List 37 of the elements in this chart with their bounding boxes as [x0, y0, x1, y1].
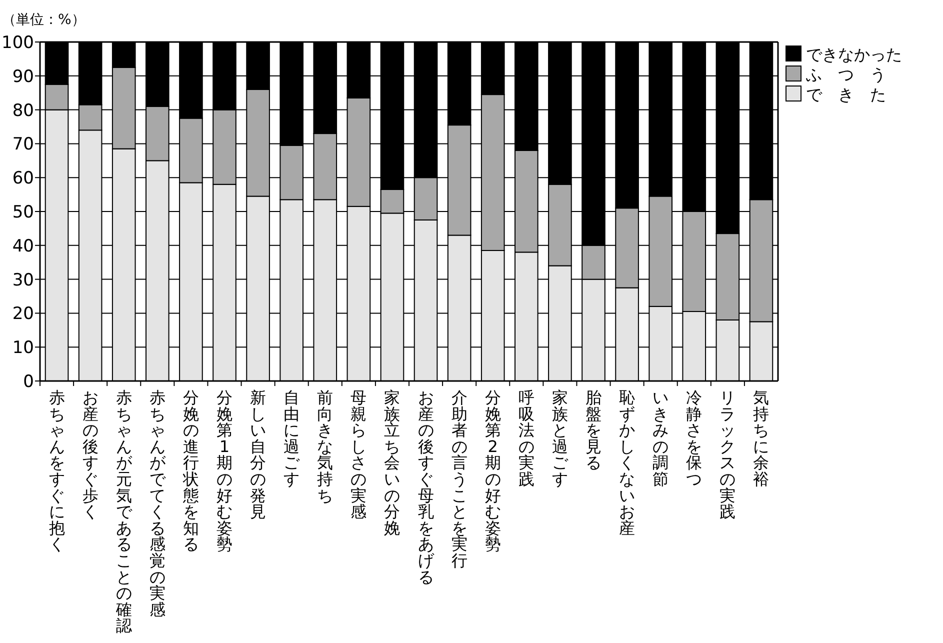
- category-label: 恥ずかしくないお産: [619, 388, 636, 538]
- legend-label: ふ つ う: [805, 65, 886, 84]
- x-tick-label: 新しい自分の発見: [250, 388, 266, 522]
- x-tick-label: お産の後すぐ歩く: [82, 388, 98, 522]
- x-tick-label: 母親らしさの実感: [350, 388, 367, 522]
- y-tick-label: 80: [12, 100, 34, 121]
- y-tick-label: 50: [12, 202, 34, 222]
- category-label: 分娩第1期の好む姿勢: [216, 388, 232, 554]
- x-tick-label: 気持ちに余裕: [753, 388, 770, 488]
- category-label: 赤ちゃんをすぐに抱く: [48, 388, 65, 554]
- y-tick-label: 0: [23, 372, 34, 392]
- x-tick-label: いきみの調節: [652, 388, 669, 488]
- y-axis-title: （単位：%）: [2, 12, 86, 28]
- y-tick-label: 90: [12, 66, 34, 87]
- category-label: 赤ちゃんがでてくる感覚の実感: [149, 388, 166, 619]
- x-tick-label: 家族と過ごす: [552, 388, 569, 488]
- legend-label: できなかった: [806, 45, 902, 64]
- category-label: 分娩第2期の好む姿勢: [484, 388, 501, 554]
- y-tick-label: 20: [12, 304, 34, 324]
- category-label: 家族立ち会いの分娩: [384, 388, 400, 538]
- y-tick-label: 70: [12, 134, 34, 155]
- y-tick-label: 40: [12, 236, 34, 256]
- y-tick-label: 10: [12, 338, 34, 358]
- y-tick-label: 100: [2, 33, 34, 53]
- x-tick-label: 前向きな気持ち: [317, 388, 334, 505]
- category-label: 介助者の言うことを実行: [451, 388, 468, 570]
- y-tick-label: 60: [12, 168, 34, 189]
- x-tick-label: 胎盤を見る: [586, 388, 602, 472]
- x-tick-label: 冷静さを保つ: [686, 388, 702, 488]
- category-label: お産の後すぐ母乳をあげる: [418, 388, 434, 586]
- category-label: 分娩の進行状態を知る: [182, 388, 199, 554]
- x-tick-label: 自由に過ごす: [284, 388, 301, 488]
- x-tick-label: 呼吸法の実践: [518, 388, 534, 488]
- category-label: 赤ちゃんが元気であることの確認: [116, 388, 132, 636]
- x-tick-label: リラックスの実践: [720, 388, 736, 522]
- legend-label: で き た: [806, 85, 886, 104]
- y-tick-label: 30: [12, 270, 34, 290]
